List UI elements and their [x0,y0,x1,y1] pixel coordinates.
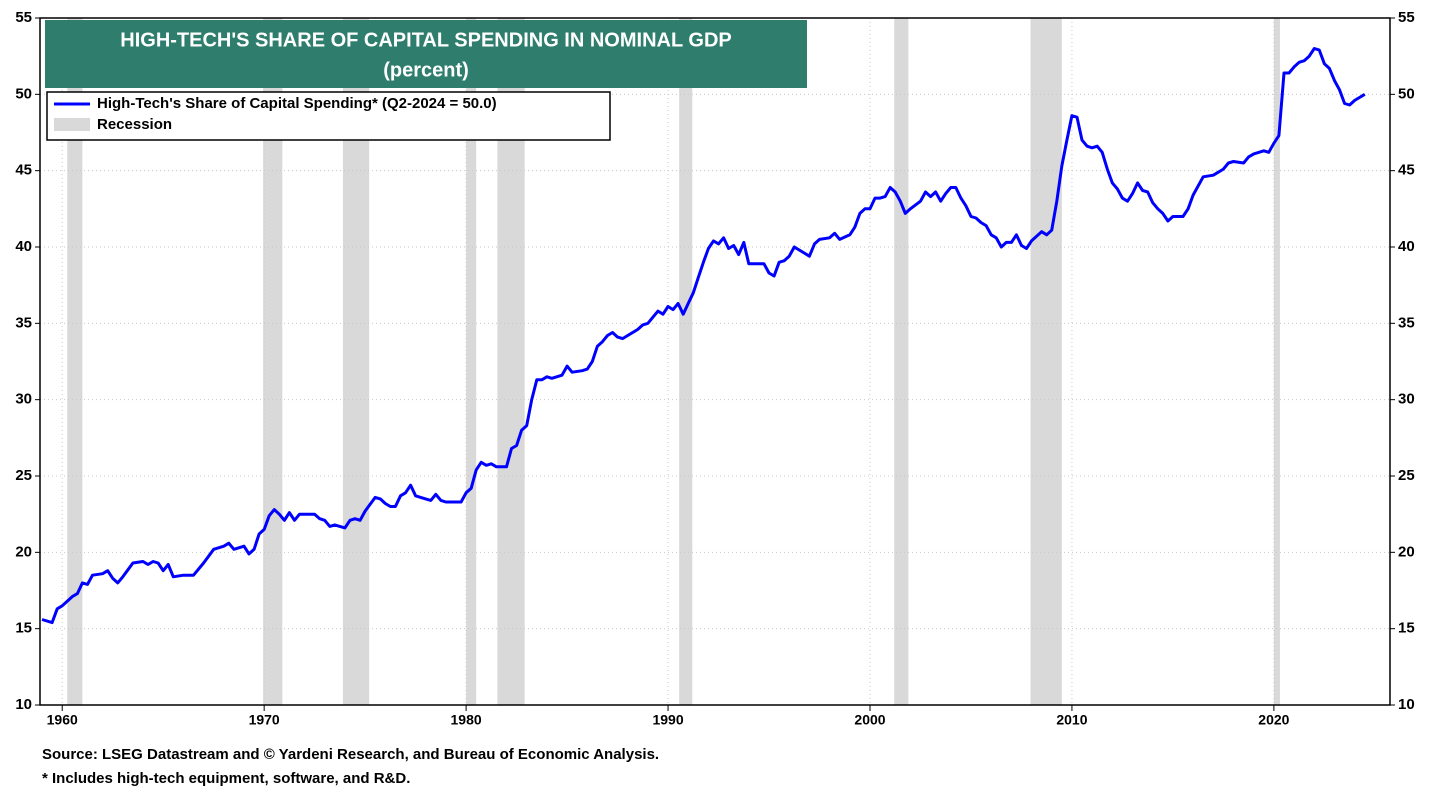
x-tick-label: 2010 [1056,712,1087,728]
recession-band [466,18,477,705]
recession-band [894,18,909,705]
x-tick-label: 1960 [47,712,78,728]
y2-tick-label: 30 [1398,391,1415,408]
x-tick-label: 2020 [1258,712,1289,728]
legend-label: High-Tech's Share of Capital Spending* (… [97,95,497,112]
y2-tick-label: 20 [1398,543,1415,560]
recession-band [1273,18,1280,705]
y2-tick-label: 45 [1398,162,1415,179]
y2-tick-label: 40 [1398,238,1415,255]
legend-box [46,91,611,141]
y-tick-label: 50 [15,85,32,102]
legend-swatch [54,118,90,131]
y2-tick-label: 15 [1398,620,1415,637]
chart-title: HIGH-TECH'S SHARE OF CAPITAL SPENDING IN… [120,29,731,51]
source: Source: LSEG Datastream and © Yardeni Re… [42,746,659,763]
y-tick-label: 20 [15,543,32,560]
y-tick-label: 15 [15,620,32,637]
x-tick-label: 1970 [249,712,280,728]
y-tick-label: 45 [15,162,32,179]
y-tick-label: 55 [15,9,32,26]
footnote: * Includes high-tech equipment, software… [42,770,410,787]
legend-label: Recession [97,116,172,133]
y-tick-label: 30 [15,391,32,408]
x-tick-label: 2000 [854,712,885,728]
y-tick-label: 25 [15,467,32,484]
y2-tick-label: 10 [1398,696,1415,713]
y-tick-label: 40 [15,238,32,255]
y2-tick-label: 25 [1398,467,1415,484]
recession-band [67,18,83,705]
x-tick-label: 1980 [451,712,482,728]
title-box [45,20,807,88]
chart-subtitle: (percent) [383,59,469,81]
y2-tick-label: 55 [1398,9,1415,26]
recession-band [679,18,693,705]
y2-tick-label: 35 [1398,314,1415,331]
x-tick-label: 1990 [652,712,683,728]
recession-band [1030,18,1062,705]
data-line [41,47,1366,625]
y-tick-label: 35 [15,314,32,331]
recession-band [263,18,283,705]
y2-tick-label: 50 [1398,85,1415,102]
y-tick-label: 10 [15,696,32,713]
plot-frame [39,17,1391,706]
